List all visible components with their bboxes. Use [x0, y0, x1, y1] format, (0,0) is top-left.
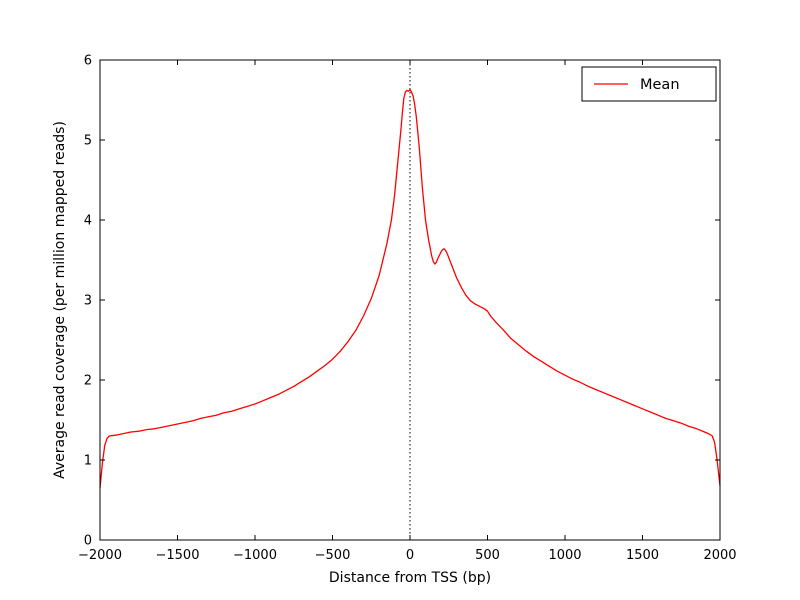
x-tick-label: −500 — [315, 548, 351, 563]
x-tick-label: 1000 — [548, 548, 581, 563]
x-tick-label: −2000 — [78, 548, 122, 563]
x-tick-label: 1500 — [626, 548, 659, 563]
mean-line — [99, 88, 721, 489]
legend-label: Mean — [640, 77, 680, 93]
x-axis-label: Distance from TSS (bp) — [329, 570, 491, 586]
x-tick-label: −1500 — [156, 548, 200, 563]
y-tick-label: 0 — [84, 534, 92, 549]
x-tick-label: −1000 — [233, 548, 277, 563]
y-tick-label: 5 — [84, 134, 92, 149]
x-tick-label: 2000 — [703, 548, 736, 563]
x-tick-label: 0 — [406, 548, 414, 563]
y-tick-label: 6 — [84, 54, 92, 69]
x-tick-label: 500 — [475, 548, 500, 563]
y-tick-label: 1 — [84, 454, 92, 469]
y-axis-label: Average read coverage (per million mappe… — [52, 121, 68, 479]
y-tick-label: 4 — [84, 214, 92, 229]
y-tick-label: 3 — [84, 294, 92, 309]
y-tick-label: 2 — [84, 374, 92, 389]
